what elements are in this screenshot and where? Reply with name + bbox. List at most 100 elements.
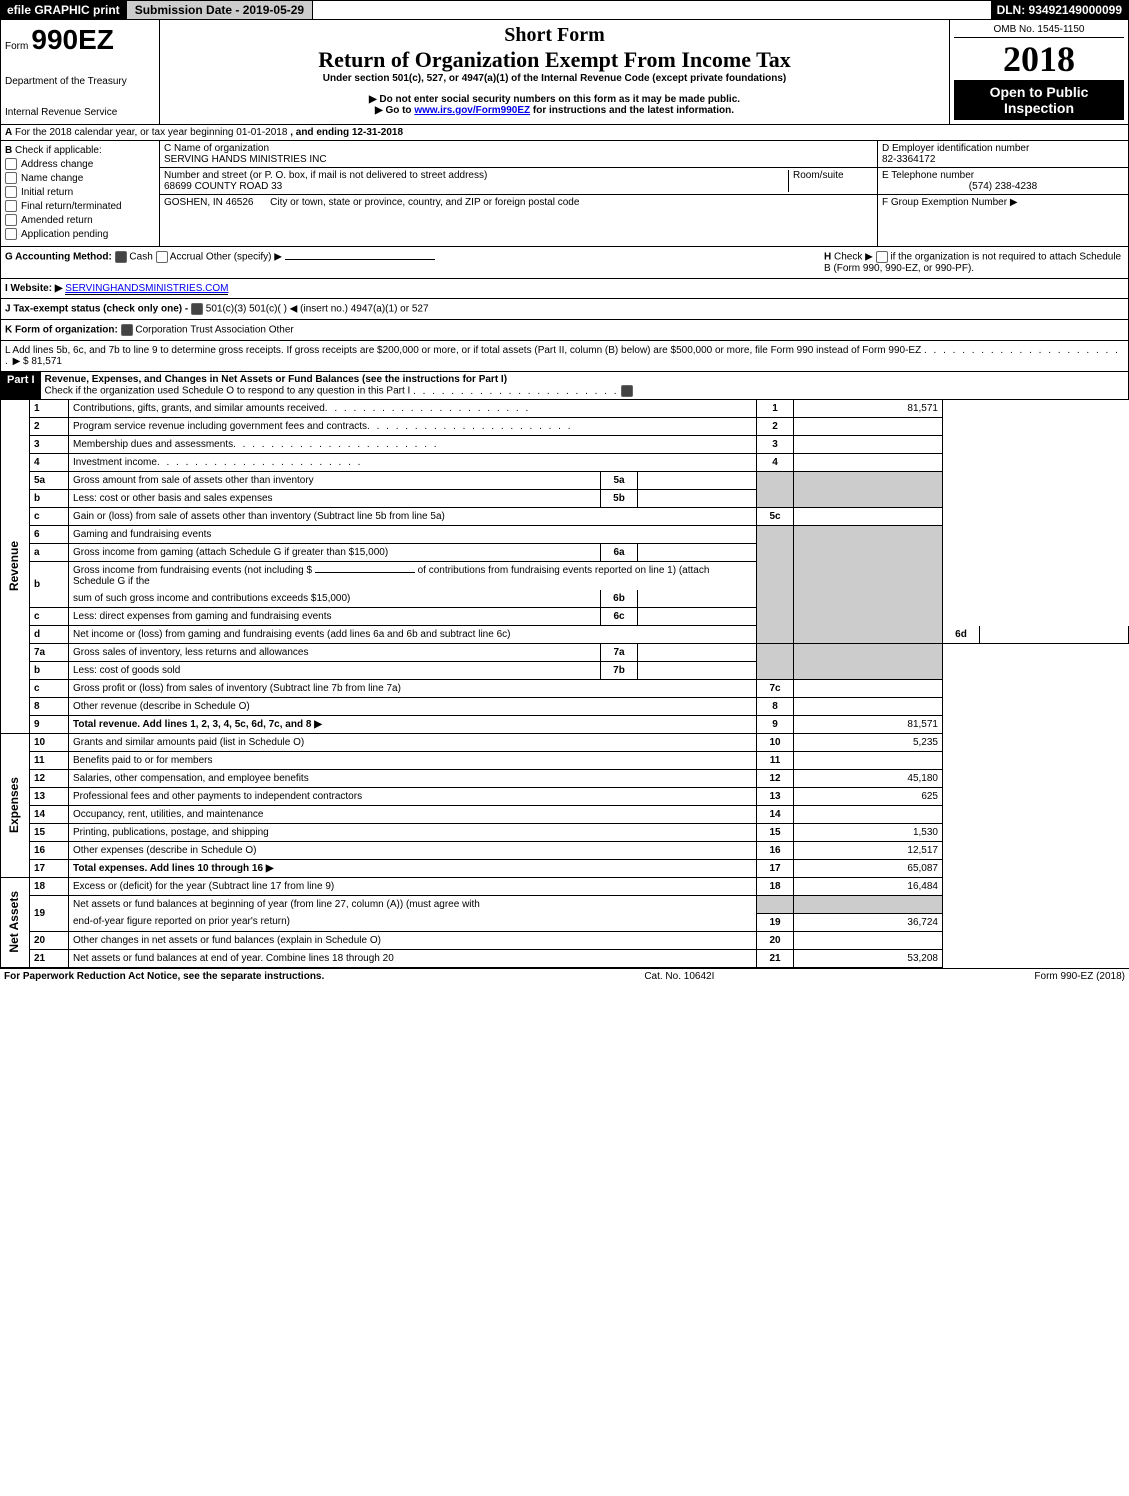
chk-cash[interactable] [115,251,127,263]
l18-desc: Excess or (deficit) for the year (Subtra… [73,881,334,892]
line-4: 4 Investment income 4 [1,454,1129,472]
l12-val: 45,180 [794,770,943,788]
l21-no: 21 [30,949,69,967]
opt-cash: Cash [129,252,152,263]
l17-val: 65,087 [794,860,943,878]
chk-schedule-b[interactable] [876,251,888,263]
l14-val [794,806,943,824]
side-revenue: Revenue [5,537,23,595]
opt-accrual: Accrual [170,252,203,263]
l18-no: 18 [30,878,69,896]
line-11: 11 Benefits paid to or for members 11 [1,752,1129,770]
room-label: Room/suite [793,170,873,181]
chk-schedule-o[interactable] [621,385,633,397]
l5a-no: 5a [30,472,69,490]
box-b-label: B [5,145,12,156]
line-10: Expenses 10 Grants and similar amounts p… [1,734,1129,752]
box-i-label: I Website: ▶ [5,283,63,294]
dots [325,403,530,414]
line-6: 6 Gaming and fundraising events [1,526,1129,544]
l6b-desc1: Gross income from fundraising events (no… [73,565,315,576]
chk-name-change[interactable] [5,172,17,184]
box-f-label: F Group Exemption Number ▶ [882,197,1124,208]
l10-desc: Grants and similar amounts paid (list in… [73,737,304,748]
l5b-sv [638,490,757,508]
other-specify-line[interactable] [285,259,435,260]
line-18: Net Assets 18 Excess or (deficit) for th… [1,878,1129,896]
org-info-row: B Check if applicable: Address change Na… [0,141,1129,247]
l2-desc: Program service revenue including govern… [73,421,367,432]
l21-desc: Net assets or fund balances at end of ye… [73,953,394,964]
l6b-sn: 6b [601,590,638,608]
l5c-rn: 5c [757,508,794,526]
box-l: L Add lines 5b, 6c, and 7b to line 9 to … [0,341,1129,372]
l6a-sn: 6a [601,544,638,562]
dots [157,457,362,468]
side-netassets: Net Assets [5,887,23,957]
l13-val: 625 [794,788,943,806]
efile-print-button[interactable]: efile GRAPHIC print [1,1,126,19]
header-left: Form 990EZ Department of the Treasury In… [1,20,160,124]
dots [413,386,618,397]
chk-final-return[interactable] [5,200,17,212]
box-h-check: Check ▶ [834,252,873,263]
line-1: Revenue 1 Contributions, gifts, grants, … [1,400,1129,418]
l2-val [794,418,943,436]
box-j: J Tax-exempt status (check only one) - 5… [0,299,1129,320]
l19-desc: Net assets or fund balances at beginning… [73,899,480,910]
box-b: B Check if applicable: Address change Na… [1,141,160,246]
ein-value: 82-3364172 [882,154,1124,165]
l5a-sn: 5a [601,472,638,490]
chk-accrual[interactable] [156,251,168,263]
gray-cell [757,472,794,508]
gray-cell [794,896,943,914]
l2-no: 2 [30,418,69,436]
l3-desc: Membership dues and assessments [73,439,233,450]
line-6b-2: sum of such gross income and contributio… [1,590,1129,608]
l4-desc: Investment income [73,457,157,468]
l5b-desc: Less: cost or other basis and sales expe… [73,493,273,504]
l6a-no: a [30,544,69,562]
irs-link[interactable]: www.irs.gov/Form990EZ [414,105,530,116]
footer-right: Form 990-EZ (2018) [1034,971,1125,982]
l6-desc: Gaming and fundraising events [73,529,211,540]
l19-rn: 19 [757,913,794,931]
footer-left: For Paperwork Reduction Act Notice, see … [4,971,324,982]
line-19a: 19 Net assets or fund balances at beginn… [1,896,1129,914]
l13-rn: 13 [757,788,794,806]
l15-no: 15 [30,824,69,842]
l6d-val [980,626,1129,644]
l5c-desc: Gain or (loss) from sale of assets other… [73,511,445,522]
chk-address-change[interactable] [5,158,17,170]
chk-501c3[interactable] [191,303,203,315]
l7c-val [794,680,943,698]
line-7a: 7a Gross sales of inventory, less return… [1,644,1129,662]
line-8: 8 Other revenue (describe in Schedule O)… [1,698,1129,716]
l20-val [794,931,943,949]
chk-amended-return[interactable] [5,214,17,226]
l11-val [794,752,943,770]
line-13: 13 Professional fees and other payments … [1,788,1129,806]
l6b-blank[interactable] [315,572,415,573]
box-h-label: H [824,252,831,263]
l15-rn: 15 [757,824,794,842]
chk-corporation[interactable] [121,324,133,336]
open-public-2: Inspection [958,100,1120,116]
chk-application-pending[interactable] [5,228,17,240]
box-g-label: G Accounting Method: [5,252,112,263]
subtitle-1: Under section 501(c), 527, or 4947(a)(1)… [164,73,945,84]
part1-title: Revenue, Expenses, and Changes in Net As… [45,374,508,385]
l4-val [794,454,943,472]
street-label: Number and street (or P. O. box, if mail… [164,170,788,181]
line-6a: a Gross income from gaming (attach Sched… [1,544,1129,562]
line-12: 12 Salaries, other compensation, and emp… [1,770,1129,788]
chk-initial-return[interactable] [5,186,17,198]
line-5a: 5a Gross amount from sale of assets othe… [1,472,1129,490]
l20-desc: Other changes in net assets or fund bala… [73,935,381,946]
box-d-label: D Employer identification number [882,143,1124,154]
website-link[interactable]: SERVINGHANDSMINISTRIES.COM [65,283,228,295]
l16-desc: Other expenses (describe in Schedule O) [73,845,256,856]
l4-no: 4 [30,454,69,472]
l6c-no: c [30,608,69,626]
l17-no: 17 [30,860,69,878]
